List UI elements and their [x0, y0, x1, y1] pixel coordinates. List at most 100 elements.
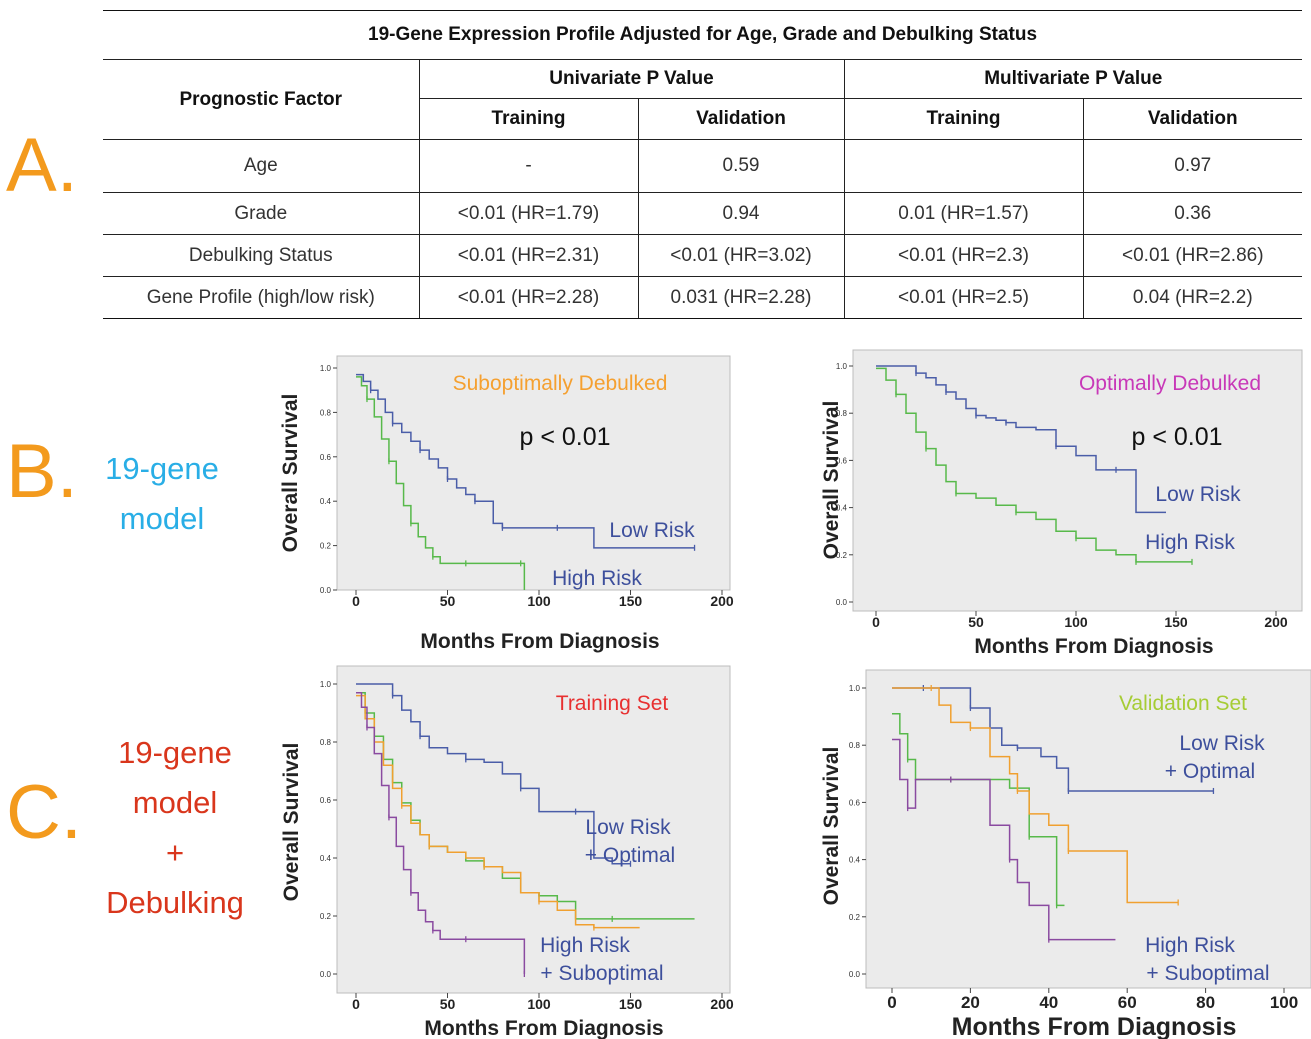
y-tick-label: 0.4 — [320, 854, 332, 863]
model-c-line: + — [165, 835, 185, 870]
model-c-label: 19-gene model + Debulking — [90, 728, 260, 928]
x-tick-label: 0 — [352, 996, 360, 1012]
x-tick-label: 100 — [1064, 614, 1088, 630]
y-tick-label: 1.0 — [320, 364, 332, 373]
x-tick-label: 40 — [1039, 993, 1058, 1012]
y-tick-label: 0.2 — [320, 912, 332, 921]
table-row: Debulking Status <0.01 (HR=2.31) <0.01 (… — [103, 234, 1303, 277]
series-label: + Suboptimal — [1146, 962, 1269, 985]
survival-curve — [892, 738, 1116, 941]
y-tick-label: 0.4 — [849, 856, 861, 865]
y-tick-label: 0.6 — [836, 456, 848, 465]
x-axis-title: Months From Diagnosis — [974, 635, 1213, 658]
y-tick-label: 0.4 — [320, 497, 332, 506]
y-tick-label: 1.0 — [849, 684, 861, 693]
x-axis-title: Months From Diagnosis — [952, 1013, 1237, 1039]
x-tick-label: 20 — [961, 993, 980, 1012]
y-tick-label: 0.0 — [836, 598, 848, 607]
x-tick-label: 0 — [352, 593, 360, 609]
plot-area — [336, 665, 731, 994]
panel-c-label: C. — [6, 770, 82, 855]
y-axis-title: Overall Survival — [280, 743, 303, 902]
table-row: Age - 0.59 0.97 — [103, 139, 1303, 193]
series-label: Low Risk — [1179, 732, 1265, 755]
plot-area — [865, 669, 1311, 989]
y-tick-label: 1.0 — [836, 362, 848, 371]
chart-title: Training Set — [556, 692, 669, 715]
y-tick-label: 0.0 — [320, 970, 332, 979]
series-label: High Risk — [552, 567, 642, 590]
x-tick-label: 60 — [1118, 993, 1137, 1012]
y-tick-label: 0.2 — [320, 542, 332, 551]
x-tick-label: 150 — [1164, 614, 1188, 630]
model-b-line: 19-gene — [105, 451, 219, 486]
y-axis-title: Overall Survival — [279, 394, 302, 553]
series-label: Low Risk — [1155, 483, 1241, 506]
y-axis-title: Overall Survival — [820, 747, 843, 906]
table-row: Gene Profile (high/low risk) <0.01 (HR=2… — [103, 276, 1303, 319]
series-label: High Risk — [540, 934, 630, 957]
series-label: Low Risk — [585, 816, 671, 839]
chart-title: Optimally Debulked — [1079, 372, 1261, 395]
sub-header: Validation — [637, 98, 845, 140]
p-value-annotation: p < 0.01 — [1131, 423, 1222, 451]
x-tick-label: 200 — [710, 996, 734, 1012]
x-tick-label: 200 — [710, 593, 734, 609]
survival-curve — [356, 373, 695, 549]
y-tick-label: 0.6 — [320, 453, 332, 462]
plot-area — [852, 349, 1303, 612]
y-axis-title: Overall Survival — [820, 401, 843, 560]
survival-curve — [892, 687, 1214, 792]
x-tick-label: 200 — [1264, 614, 1288, 630]
factor-cell: Gene Profile (high/low risk) — [103, 276, 420, 319]
x-tick-label: 50 — [440, 593, 456, 609]
x-tick-label: 0 — [872, 614, 880, 630]
survival-curve — [356, 691, 526, 974]
plot-area — [336, 355, 731, 591]
x-tick-label: 0 — [887, 993, 896, 1012]
y-tick-label: 0.8 — [320, 738, 332, 747]
model-c-line: Debulking — [106, 885, 244, 920]
model-c-line: 19- — [118, 735, 163, 770]
panel-b-label: B. — [6, 429, 78, 514]
value-cell: <0.01 (HR=1.79) — [418, 192, 639, 235]
model-c-line: model — [132, 785, 218, 820]
series-label: + Suboptimal — [540, 962, 663, 985]
multivariate-header: Multivariate P Value — [843, 59, 1303, 99]
series-label: High Risk — [1145, 934, 1235, 957]
value-cell: <0.01 (HR=3.02) — [637, 234, 845, 277]
y-tick-label: 0.8 — [320, 408, 332, 417]
value-cell: 0.59 — [637, 139, 845, 193]
prognostic-table: 19-Gene Expression Profile Adjusted for … — [103, 10, 1303, 319]
series-label: Low Risk — [609, 519, 695, 542]
value-cell: 0.36 — [1082, 192, 1303, 235]
value-cell: 0.97 — [1082, 139, 1303, 193]
survival-curve — [356, 694, 640, 929]
univariate-header: Univariate P Value — [418, 59, 845, 99]
y-tick-label: 0.6 — [320, 796, 332, 805]
x-tick-label: 50 — [968, 614, 984, 630]
x-tick-label: 50 — [440, 996, 456, 1012]
y-tick-label: 0.0 — [320, 586, 332, 595]
factor-cell: Age — [103, 139, 420, 193]
y-tick-label: 0.2 — [849, 913, 861, 922]
x-tick-label: 100 — [1270, 993, 1298, 1012]
model-b-line: model — [119, 501, 205, 536]
series-label: + Optimal — [1165, 760, 1255, 783]
survival-curve — [356, 376, 526, 590]
y-tick-label: 0.2 — [836, 551, 848, 560]
sub-header: Training — [843, 98, 1084, 140]
x-tick-label: 100 — [527, 996, 551, 1012]
model-c-line: gene — [162, 735, 232, 770]
sub-header: Validation — [1082, 98, 1303, 140]
value-cell: <0.01 (HR=2.31) — [418, 234, 639, 277]
series-label: High Risk — [1145, 531, 1235, 554]
value-cell: 0.031 (HR=2.28) — [637, 276, 845, 319]
factor-cell: Debulking Status — [103, 234, 420, 277]
y-tick-label: 1.0 — [320, 680, 332, 689]
x-axis-title: Months From Diagnosis — [424, 1017, 663, 1039]
x-tick-label: 100 — [527, 593, 551, 609]
x-tick-label: 150 — [619, 593, 643, 609]
model-b-label: 19-gene model — [94, 444, 230, 544]
